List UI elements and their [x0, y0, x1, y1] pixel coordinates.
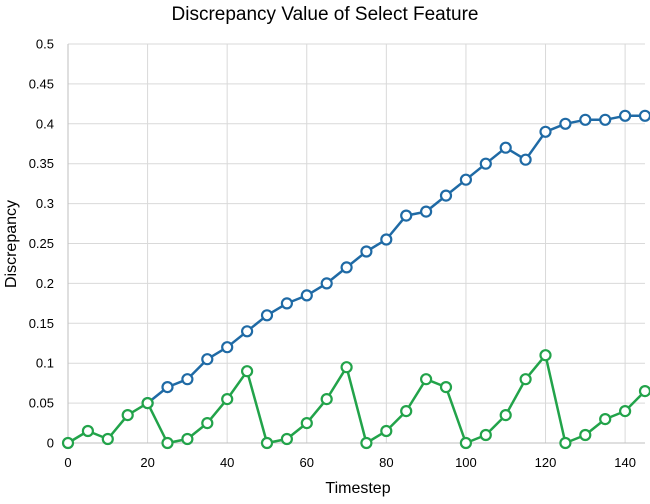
- data-point: [618, 405, 632, 418]
- data-point: [340, 261, 353, 274]
- y-tick-label: 0.3: [36, 196, 54, 211]
- data-point: [459, 173, 472, 186]
- tick-labels: 0 0.05 0.1 0.15 0.2 0.25 0.3 0.35 0.4 0.45 0.5 0 20 4…: [29, 37, 636, 471]
- data-point: [479, 157, 492, 170]
- y-tick-label: 0.2: [36, 276, 54, 291]
- y-tick-label: 0.35: [29, 156, 54, 171]
- x-tick-label: 20: [140, 455, 154, 470]
- data-point: [320, 277, 333, 290]
- data-point: [380, 233, 393, 246]
- data-point: [141, 397, 154, 410]
- data-point: [638, 385, 650, 398]
- series-line: [146, 114, 645, 405]
- x-tick-label: 80: [379, 455, 393, 470]
- x-axis-label: Timestep: [325, 480, 390, 497]
- data-point: [360, 436, 373, 450]
- data-point: [280, 432, 293, 446]
- data-point: [559, 117, 572, 130]
- data-point: [539, 125, 552, 138]
- data-point: [519, 373, 532, 386]
- data-point: [241, 325, 254, 338]
- y-tick-label: 0.45: [29, 76, 54, 91]
- data-point: [241, 365, 254, 378]
- data-point: [181, 432, 194, 446]
- y-tick-label: 0.4: [36, 116, 54, 131]
- y-tick-label: 0.15: [29, 316, 54, 331]
- data-point: [599, 413, 612, 426]
- x-tick-label: 40: [220, 455, 234, 470]
- data-point: [121, 409, 134, 422]
- series-line: [67, 353, 646, 445]
- data-point: [340, 361, 353, 374]
- data-point: [479, 428, 492, 442]
- data-point: [400, 209, 413, 222]
- data-point: [579, 428, 592, 442]
- data-point: [499, 409, 512, 422]
- y-tick-label: 0: [47, 436, 54, 451]
- x-tick-label: 140: [614, 455, 636, 470]
- x-tick-label: 60: [300, 455, 314, 470]
- y-tick-label: 0.1: [36, 356, 54, 371]
- data-point: [161, 436, 174, 450]
- data-point: [420, 373, 433, 386]
- y-tick-label: 0.05: [29, 396, 54, 411]
- data-point: [599, 113, 612, 126]
- data-point: [221, 393, 234, 406]
- x-tick-label: 0: [64, 455, 71, 470]
- data-point: [400, 405, 413, 418]
- data-point: [201, 417, 214, 430]
- y-axis-label: Discrepancy: [3, 200, 20, 288]
- data-point: [420, 205, 433, 218]
- y-tick-label: 0.5: [36, 37, 54, 52]
- series-layer: [61, 109, 650, 450]
- data-point: [559, 436, 572, 450]
- data-point: [221, 341, 234, 354]
- data-point: [360, 245, 373, 258]
- data-point: [300, 289, 313, 302]
- data-point: [439, 189, 453, 202]
- data-point: [439, 381, 453, 394]
- data-point: [300, 417, 313, 430]
- data-point: [519, 153, 532, 166]
- data-point: [260, 436, 274, 450]
- data-point: [181, 373, 194, 386]
- data-point: [459, 436, 472, 450]
- y-tick-label: 0.25: [29, 236, 54, 251]
- data-point: [61, 436, 75, 450]
- data-point: [101, 432, 114, 446]
- data-point: [380, 424, 393, 438]
- x-tick-label: 100: [455, 455, 477, 470]
- data-point: [201, 353, 214, 366]
- grid-lines: [68, 43, 645, 443]
- data-point: [618, 109, 632, 122]
- data-point: [539, 349, 552, 362]
- chart-title: Discrepancy Value of Select Feature: [172, 4, 479, 25]
- data-point: [638, 109, 650, 122]
- data-point: [280, 297, 293, 310]
- x-tick-label: 120: [535, 455, 557, 470]
- data-point: [260, 309, 274, 322]
- data-point: [499, 141, 512, 154]
- data-point: [579, 113, 592, 126]
- data-point: [161, 381, 174, 394]
- data-point: [81, 424, 95, 438]
- series-2: [61, 349, 650, 450]
- data-point: [320, 393, 333, 406]
